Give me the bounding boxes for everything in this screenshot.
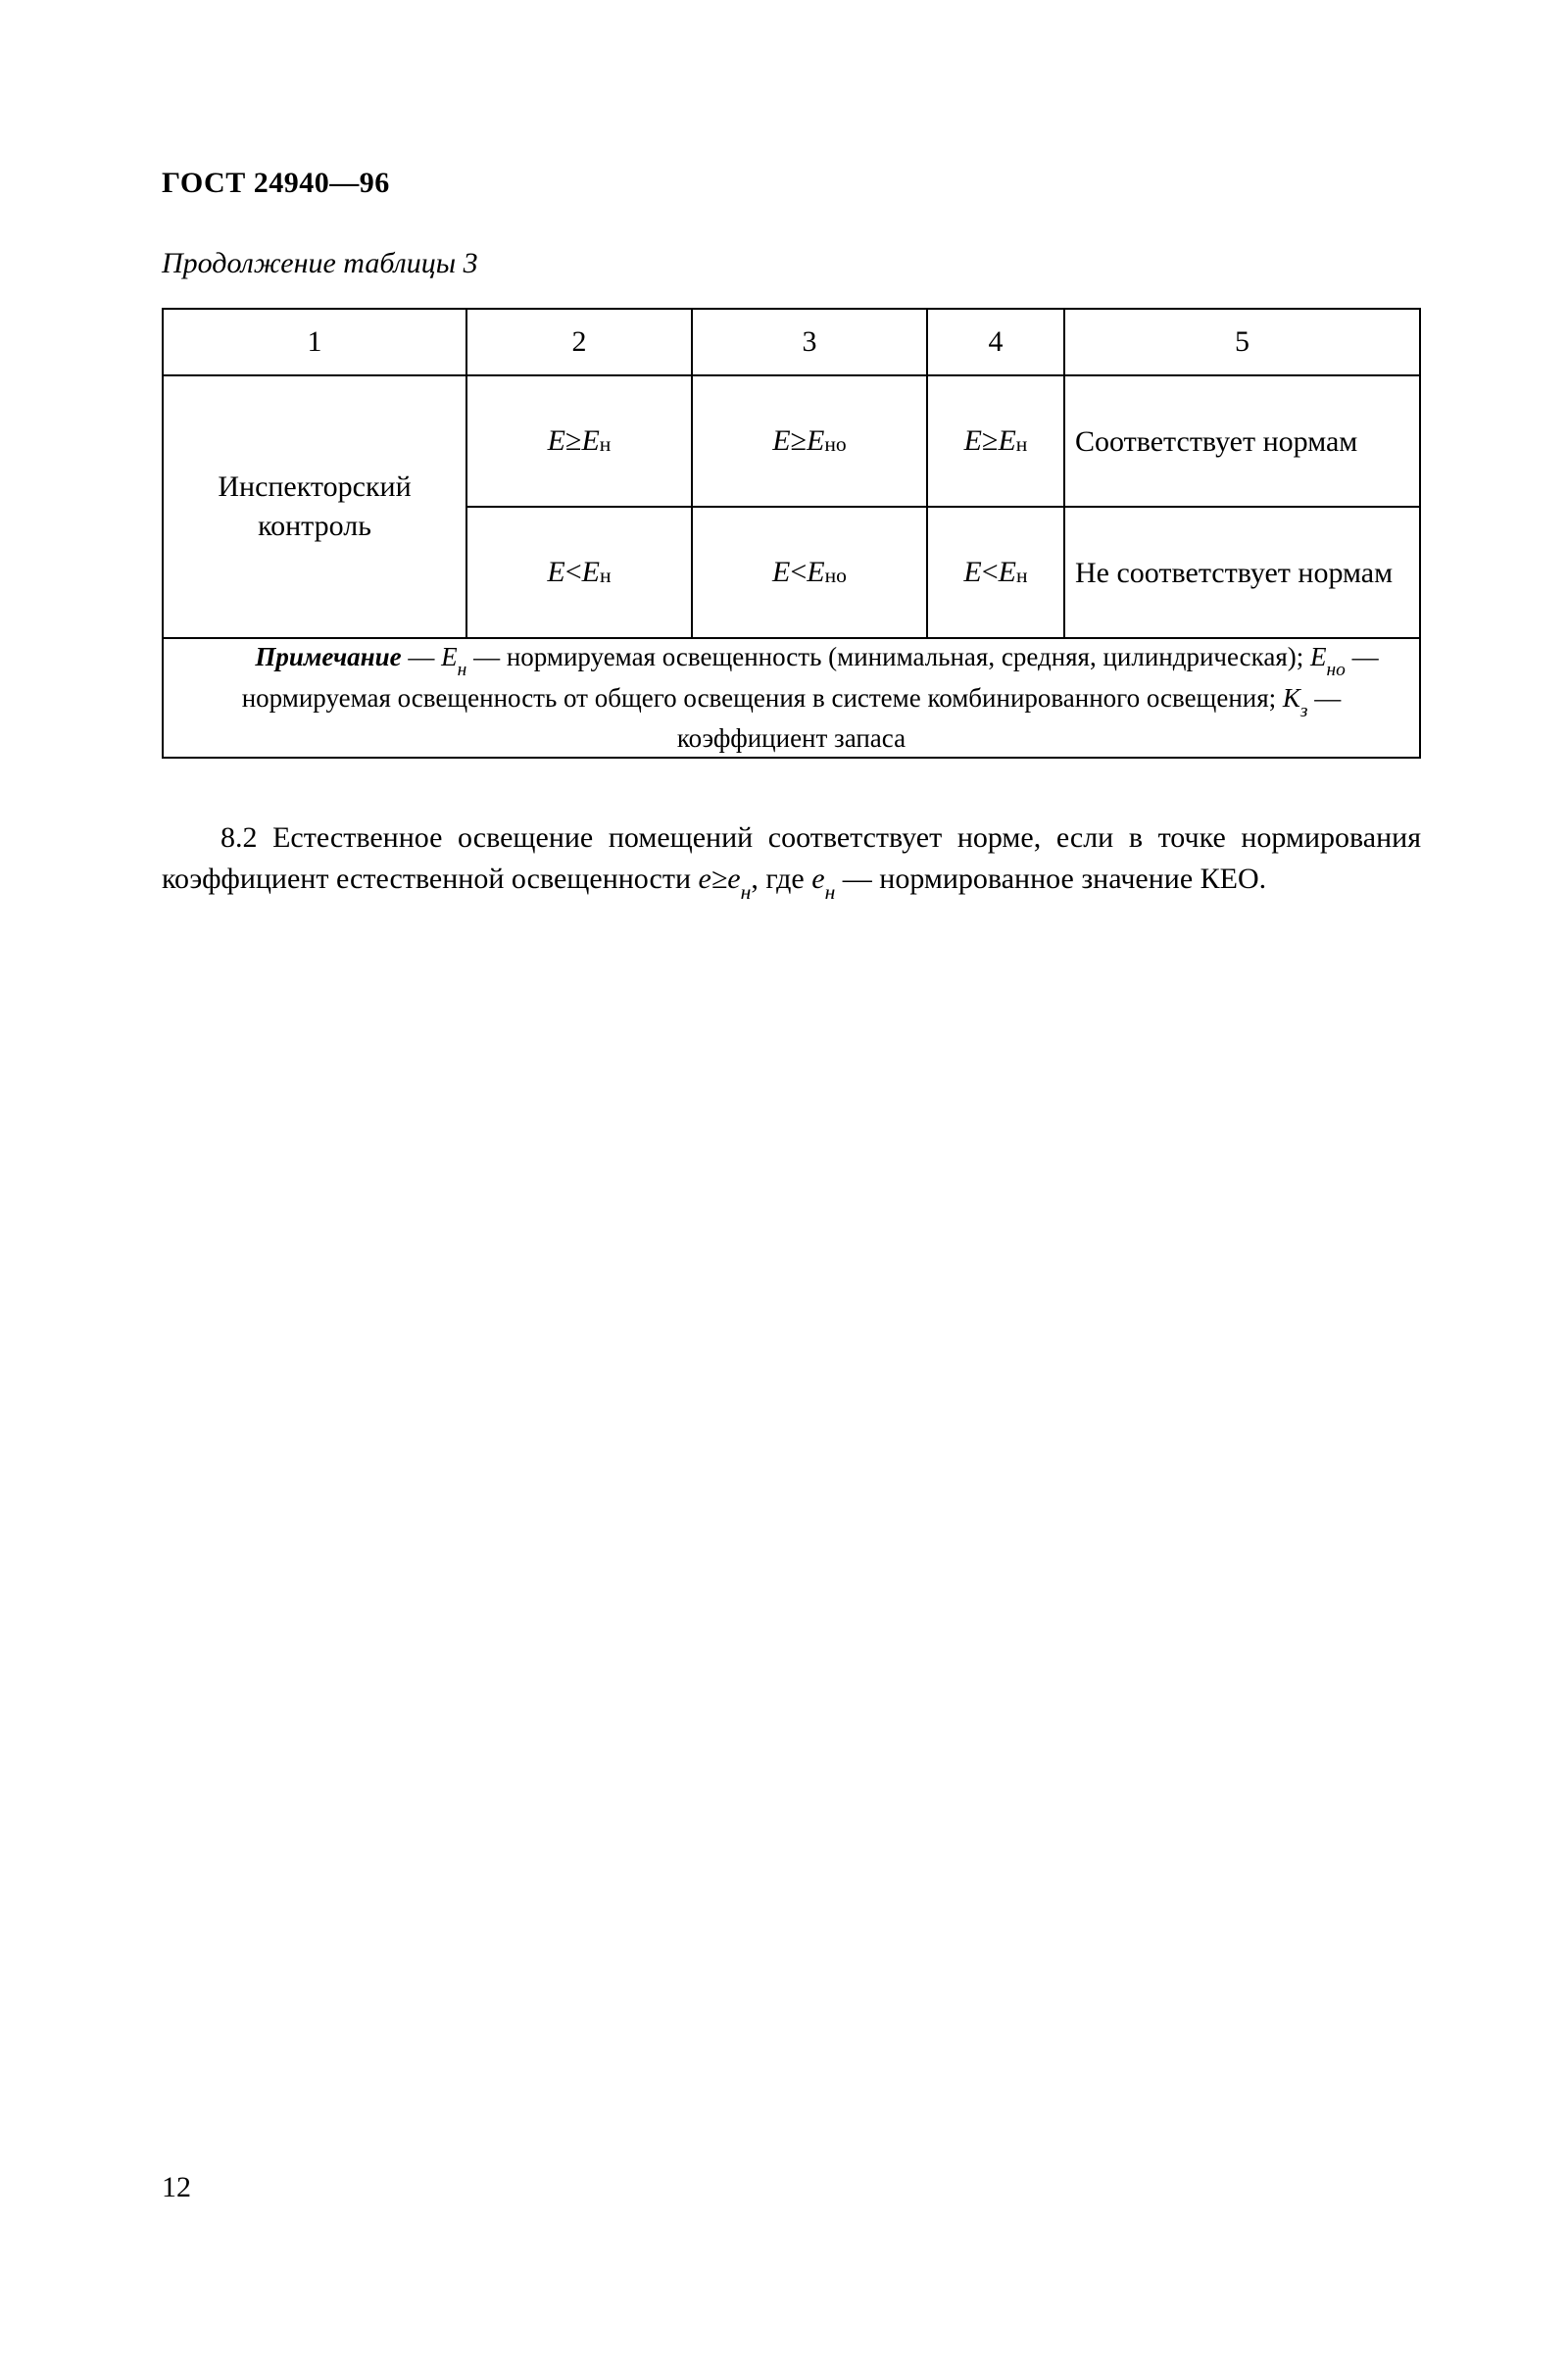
col-header-4: 4 (927, 309, 1064, 375)
cell-r2-c5: Не соответству­ет нормам (1064, 507, 1420, 638)
row-label: Инспекторский контроль (163, 375, 466, 638)
col-header-3: 3 (692, 309, 927, 375)
paragraph-8-2: 8.2 Естественное освещение помещений соо… (162, 817, 1421, 903)
table-header-row: 1 2 3 4 5 (163, 309, 1420, 375)
col-header-5: 5 (1064, 309, 1420, 375)
cell-r1-c2: E≥Eн (466, 375, 692, 507)
table-note: Примечание — Eн — нормируемая освещеннос… (163, 638, 1420, 758)
col-header-1: 1 (163, 309, 466, 375)
table-note-row: Примечание — Eн — нормируемая освещеннос… (163, 638, 1420, 758)
table-3-continued: 1 2 3 4 5 Инспекторский контроль E≥Eн E≥… (162, 308, 1421, 759)
table-row: Инспекторский контроль E≥Eн E≥Eно E≥Eн С… (163, 375, 1420, 507)
cell-r1-c4: E≥Eн (927, 375, 1064, 507)
cell-r2-c3: E<Eно (692, 507, 927, 638)
cell-r2-c4: E<Eн (927, 507, 1064, 638)
col-header-2: 2 (466, 309, 692, 375)
page-number: 12 (162, 2171, 191, 2204)
standard-header: ГОСТ 24940—96 (162, 167, 1421, 200)
cell-r2-c2: E<Eн (466, 507, 692, 638)
cell-r1-c5: Соответствует нормам (1064, 375, 1420, 507)
table-caption: Продолжение таблицы 3 (162, 247, 1421, 280)
cell-r1-c3: E≥Eно (692, 375, 927, 507)
